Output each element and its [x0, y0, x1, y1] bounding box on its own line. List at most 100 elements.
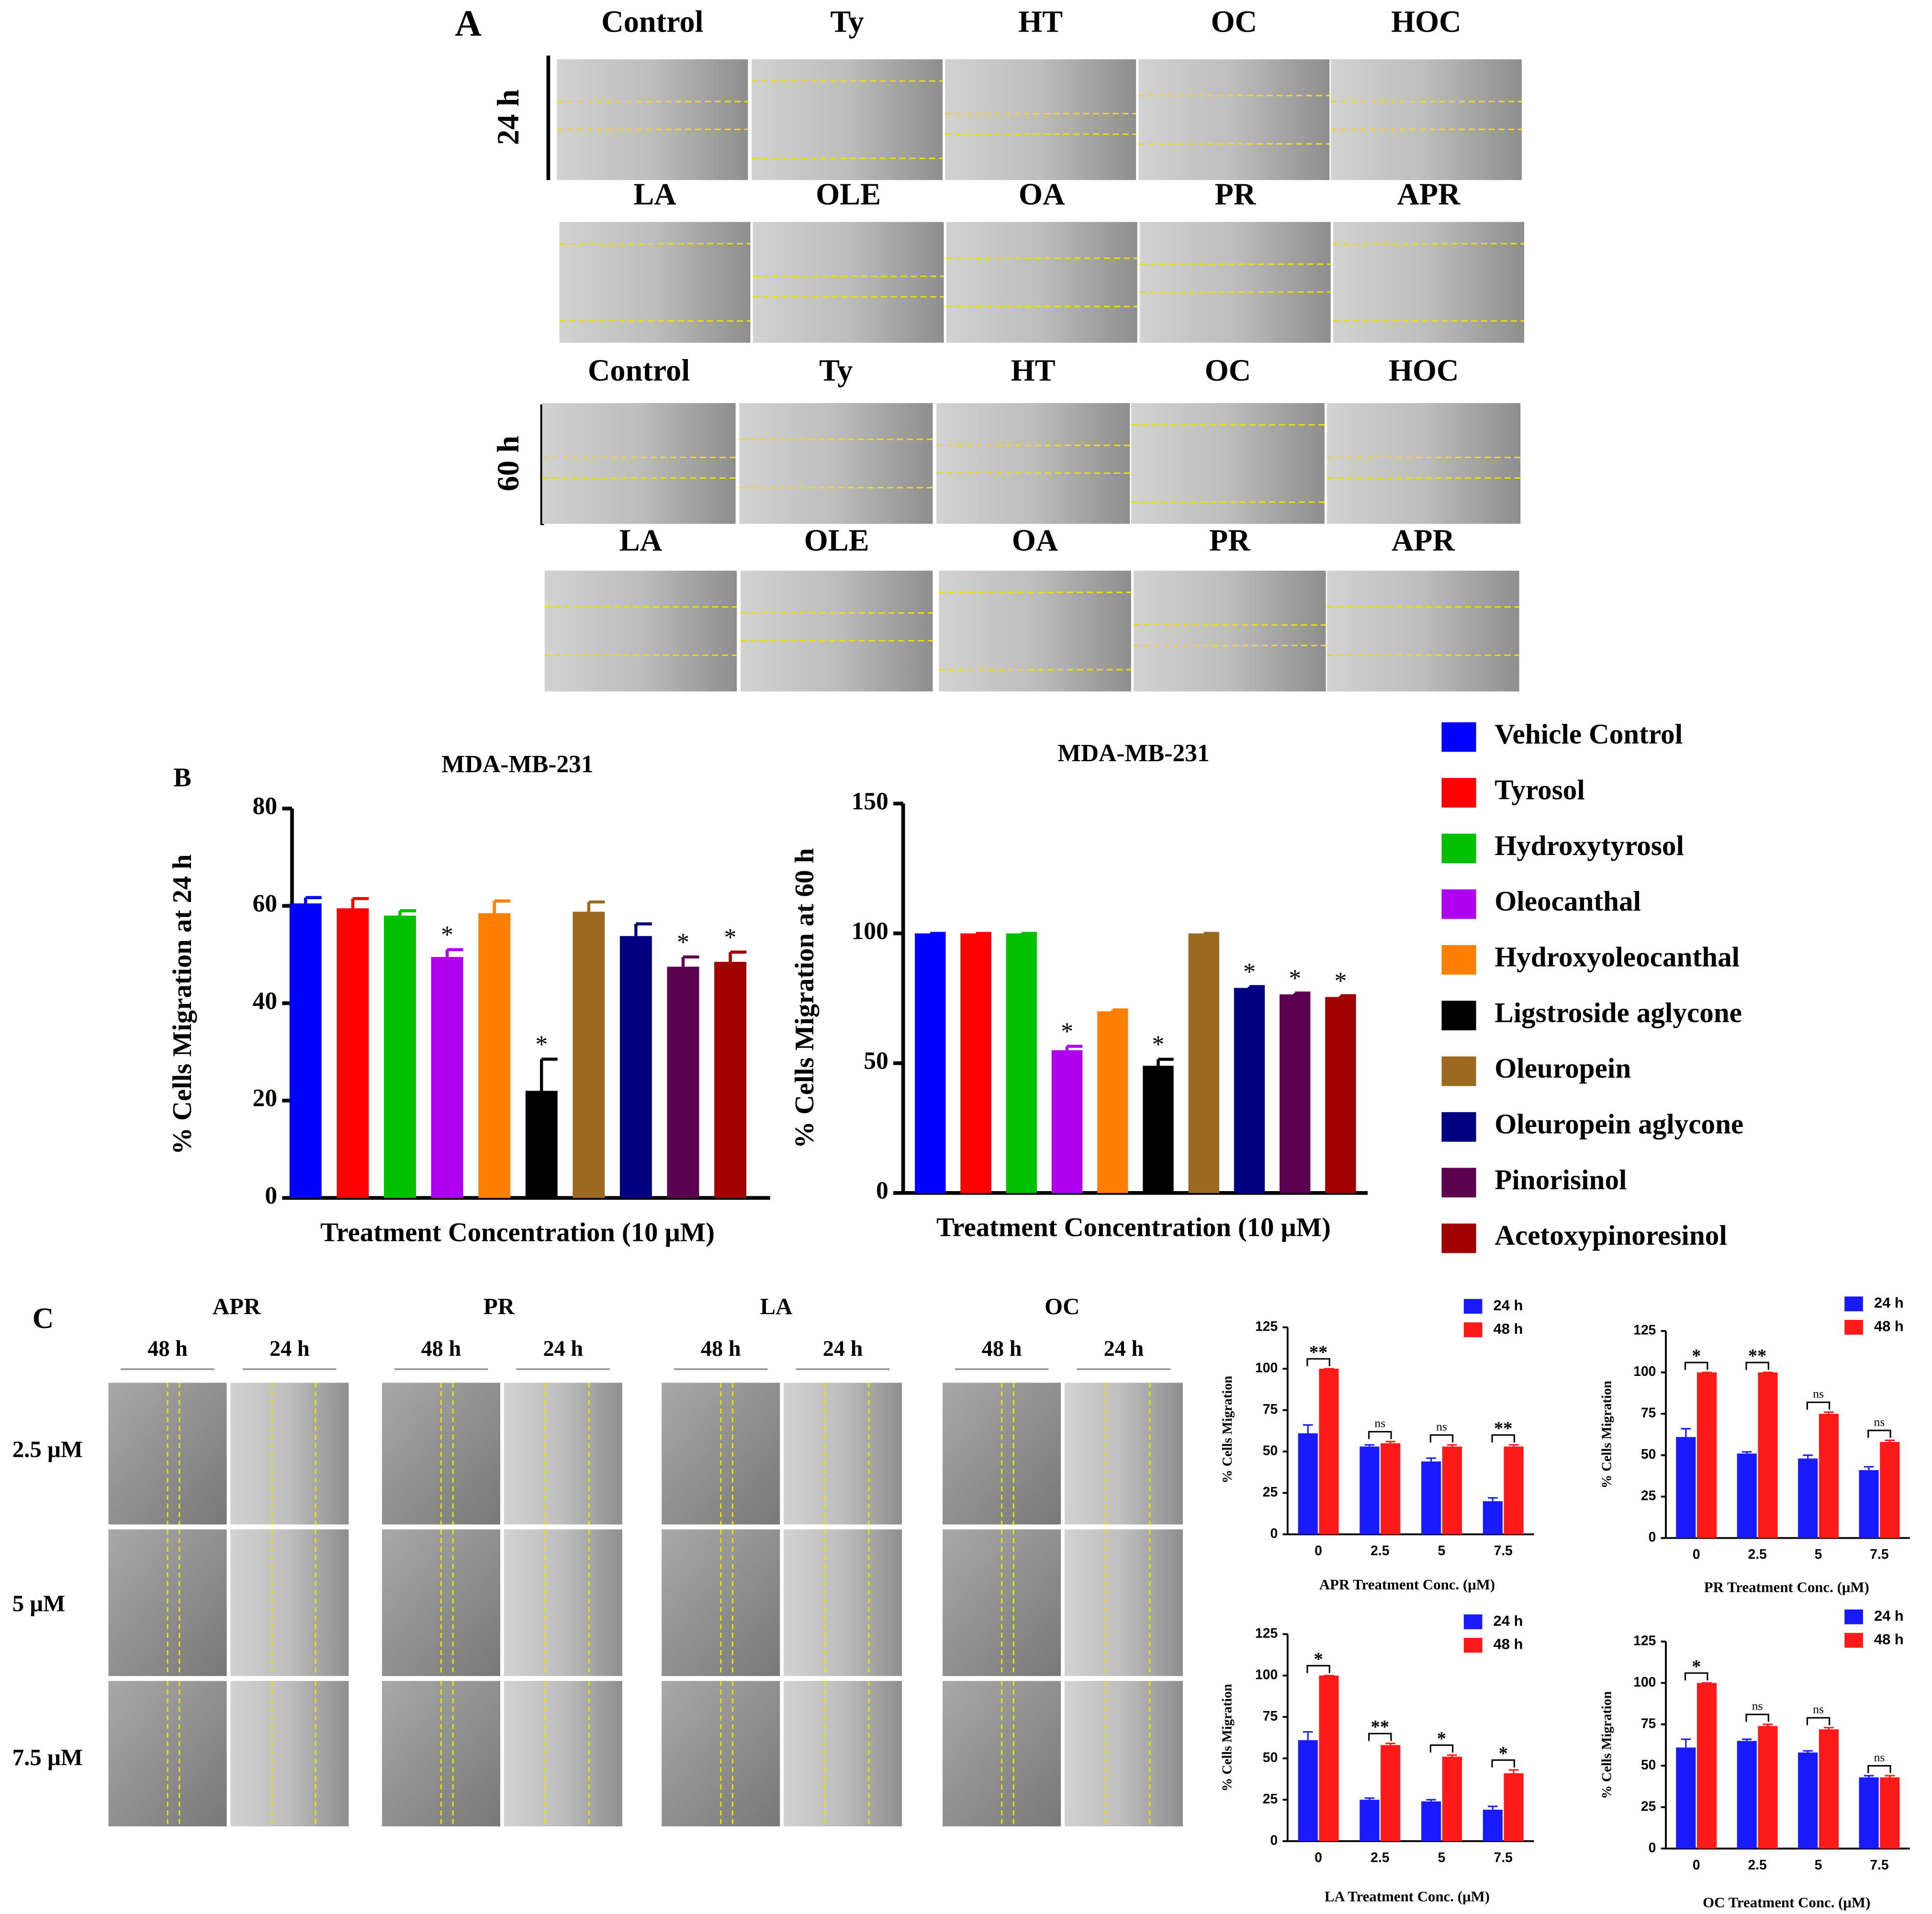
x-tick-label: 5 — [1815, 1546, 1822, 1562]
bar — [1381, 1745, 1401, 1841]
bar — [525, 1091, 558, 1198]
micrograph — [1327, 403, 1521, 524]
error-bar — [1885, 1439, 1895, 1442]
bar — [1188, 933, 1219, 1193]
y-tick-label: 20 — [253, 1085, 277, 1112]
bar — [1280, 994, 1311, 1193]
legend-swatch — [1441, 889, 1476, 919]
micrograph — [1134, 571, 1326, 692]
significance: * — [441, 922, 453, 949]
significance: ns — [1813, 1387, 1824, 1401]
legend-label: Ligstroside aglycone — [1494, 997, 1742, 1028]
column-label: Control — [601, 5, 703, 39]
group-label: PR — [483, 1293, 515, 1319]
error-bar — [304, 896, 322, 904]
micrograph — [946, 222, 1137, 343]
y-tick-label: 125 — [1633, 1322, 1656, 1338]
significance-bracket — [1745, 1362, 1769, 1370]
significance-bracket — [1491, 1434, 1515, 1442]
micrograph — [1131, 403, 1325, 524]
significance-bracket — [1685, 1672, 1708, 1681]
bar — [478, 913, 511, 1198]
x-tick-label: 5 — [1438, 1542, 1446, 1558]
micrograph — [542, 403, 736, 524]
micrograph — [740, 571, 933, 692]
y-axis-label: % Cells Migration — [1220, 1375, 1235, 1483]
micrograph — [230, 1529, 349, 1676]
bar — [431, 957, 463, 1198]
row-label: 5 μM — [12, 1590, 66, 1616]
x-tick-label: 7.5 — [1494, 1542, 1513, 1558]
legend-label: Vehicle Control — [1494, 718, 1683, 750]
significance: ** — [1371, 1717, 1390, 1737]
error-bar — [1303, 1424, 1313, 1433]
bar — [1737, 1453, 1757, 1538]
micrograph — [1064, 1681, 1183, 1826]
legend-swatch — [1441, 1112, 1476, 1142]
y-tick-label: 25 — [1263, 1484, 1278, 1499]
y-tick-label: 0 — [265, 1182, 277, 1209]
significance: * — [535, 1031, 548, 1058]
micrograph — [1139, 222, 1331, 343]
x-tick-label: 2.5 — [1370, 1849, 1389, 1865]
significance: * — [1289, 965, 1301, 992]
bar — [1483, 1501, 1503, 1534]
error-bar — [1303, 1731, 1313, 1740]
error-bar — [398, 909, 416, 916]
time-label: 24 h — [823, 1337, 863, 1361]
panel-label: B — [173, 763, 191, 793]
micrograph — [739, 403, 933, 524]
group-label: LA — [760, 1293, 793, 1319]
legend-swatch — [1441, 1056, 1476, 1086]
significance: * — [724, 924, 737, 951]
error-bar — [493, 899, 511, 913]
significance-bracket — [1806, 1401, 1831, 1410]
error-bar — [1763, 1723, 1773, 1726]
legend-label: 24 h — [1874, 1608, 1904, 1624]
y-tick-label: 125 — [1255, 1625, 1278, 1641]
y-tick-label: 50 — [1263, 1749, 1278, 1765]
legend-label: Pinorisinol — [1494, 1164, 1627, 1195]
micrograph — [559, 222, 751, 343]
bar — [1359, 1800, 1380, 1841]
legend-swatch — [1441, 833, 1476, 864]
y-tick-label: 0 — [876, 1177, 888, 1205]
column-label: HT — [1018, 5, 1063, 39]
significance: ns — [1874, 1415, 1885, 1429]
legend-swatch — [1441, 945, 1476, 975]
significance-bracket — [1429, 1434, 1454, 1442]
y-axis-label: % Cells Migration — [1600, 1381, 1615, 1488]
legend-swatch — [1463, 1299, 1483, 1314]
bar — [1234, 988, 1265, 1193]
bar — [1319, 1675, 1339, 1841]
group-label: OC — [1045, 1293, 1079, 1319]
time-label: 48 h — [421, 1337, 461, 1361]
error-bar — [1447, 1444, 1457, 1447]
significance: ** — [1494, 1419, 1513, 1439]
legend-label: Oleocanthal — [1494, 885, 1641, 917]
error-bar — [1824, 1411, 1834, 1414]
legend-label: Hydroxytyrosol — [1494, 830, 1684, 861]
column-label: PR — [1215, 177, 1257, 211]
micrograph — [1064, 1383, 1183, 1525]
column-label: OA — [1012, 523, 1058, 557]
legend-label: 24 h — [1494, 1612, 1523, 1629]
significance: ns — [1874, 1750, 1885, 1764]
column-label: OLE — [816, 177, 881, 211]
significance: * — [1314, 1649, 1323, 1669]
error-bar — [1247, 985, 1265, 989]
column-label: PR — [1209, 523, 1251, 557]
error-bar — [1293, 991, 1311, 995]
y-tick-label: 100 — [1633, 1674, 1656, 1689]
x-tick-label: 0 — [1693, 1546, 1700, 1562]
error-bar — [1488, 1805, 1498, 1810]
x-tick-label: 2.5 — [1370, 1542, 1389, 1558]
column-label: HT — [1011, 353, 1056, 387]
bar — [1798, 1458, 1818, 1538]
significance: ** — [1748, 1346, 1767, 1366]
micrograph — [784, 1529, 902, 1676]
error-bar — [1488, 1497, 1498, 1501]
x-tick-label: 7.5 — [1870, 1546, 1888, 1562]
y-tick-label: 40 — [253, 987, 277, 1014]
bar — [1880, 1441, 1900, 1538]
